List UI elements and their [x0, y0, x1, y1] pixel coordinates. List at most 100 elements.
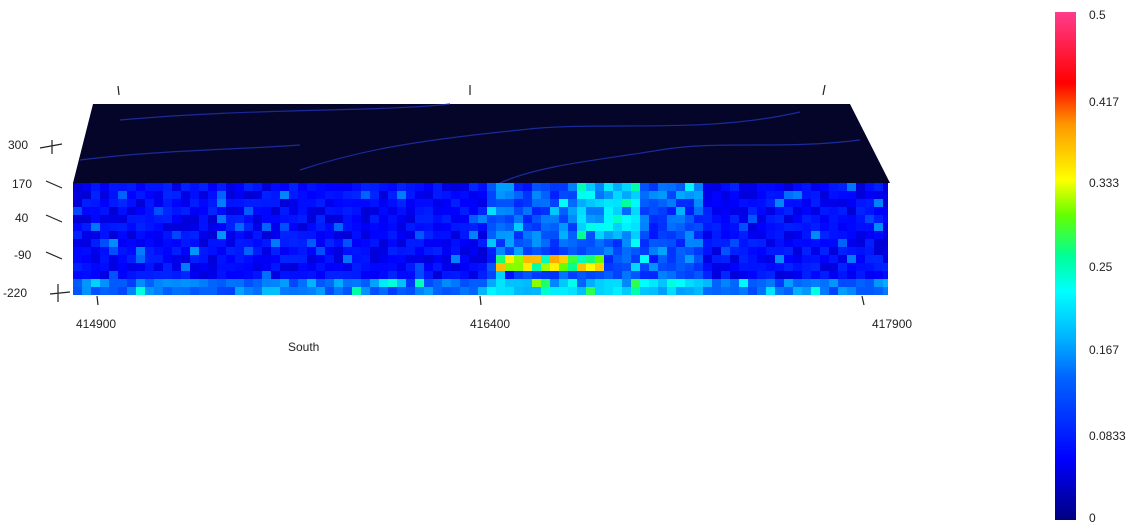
heatmap-cell [622, 271, 632, 280]
heatmap-cell [865, 287, 875, 295]
heatmap-cell [631, 231, 641, 240]
heatmap-cell [82, 247, 92, 256]
heatmap-cell [514, 215, 524, 224]
heatmap-cell [136, 239, 146, 248]
heatmap-cell [334, 223, 344, 232]
heatmap-cell [568, 199, 578, 208]
heatmap-cell [316, 215, 326, 224]
heatmap-cell [874, 247, 884, 256]
heatmap-cell [469, 287, 479, 295]
heatmap-cell [532, 287, 542, 295]
heatmap-cell [712, 191, 722, 200]
heatmap-cell [874, 215, 884, 224]
heatmap-cell [586, 287, 596, 295]
heatmap-cell [271, 247, 281, 256]
heatmap-cell [649, 191, 659, 200]
colorbar-tick-label: 0.333 [1089, 176, 1119, 190]
heatmap-cell [154, 255, 164, 264]
heatmap-cell [127, 183, 137, 192]
heatmap-cell [82, 223, 92, 232]
heatmap-cell [325, 231, 335, 240]
heatmap-cell [307, 223, 317, 232]
heatmap-cell [613, 263, 623, 272]
heatmap-cell [244, 247, 254, 256]
heatmap-cell [838, 239, 848, 248]
heatmap-cell [802, 287, 812, 295]
heatmap-cell [334, 255, 344, 264]
heatmap-cell [550, 255, 560, 264]
heatmap-cell [316, 287, 326, 295]
heatmap-cell [361, 215, 371, 224]
heatmap-cell [748, 255, 758, 264]
heatmap-cell [775, 287, 785, 295]
heatmap-cell [298, 287, 308, 295]
heatmap-cell [784, 271, 794, 280]
heatmap-cell [271, 231, 281, 240]
heatmap-cell [496, 287, 506, 295]
heatmap-cell [541, 239, 551, 248]
heatmap-cell [487, 239, 497, 248]
heatmap-cell [154, 263, 164, 272]
heatmap-cell [406, 263, 416, 272]
heatmap-cell [865, 271, 875, 280]
heatmap-cell [829, 247, 839, 256]
heatmap-cell [532, 263, 542, 272]
heatmap-cell [523, 247, 533, 256]
heatmap-cell [478, 255, 488, 264]
heatmap-cell [847, 191, 857, 200]
heatmap-cell [802, 223, 812, 232]
heatmap-cell [568, 255, 578, 264]
heatmap-cell [640, 215, 650, 224]
z-tick-label: 170 [12, 177, 32, 191]
heatmap-cell [109, 271, 119, 280]
heatmap-cell [766, 247, 776, 256]
heatmap-cell [145, 215, 155, 224]
heatmap-cell [775, 279, 785, 288]
heatmap-cell [613, 247, 623, 256]
heatmap-cell [361, 191, 371, 200]
heatmap-cell [478, 271, 488, 280]
heatmap-cell [442, 231, 452, 240]
colorbar: 0.5 0.417 0.333 0.25 0.167 0.0833 0 [1055, 8, 1126, 525]
heatmap-cell [505, 191, 515, 200]
heatmap-cell [559, 231, 569, 240]
heatmap-cell [379, 279, 389, 288]
heatmap-cell [118, 263, 128, 272]
heatmap-cell [100, 191, 110, 200]
heatmap-cell [352, 207, 362, 216]
heatmap-cell [289, 287, 299, 295]
heatmap-cell [496, 231, 506, 240]
heatmap-cell [424, 183, 434, 192]
heatmap-cell [73, 207, 83, 216]
heatmap-cell [847, 247, 857, 256]
heatmap-cell [136, 223, 146, 232]
x-tick-label: 414900 [76, 317, 116, 331]
heatmap-cell [541, 255, 551, 264]
heatmap-cell [163, 247, 173, 256]
heatmap-cell [712, 215, 722, 224]
heatmap-cell [181, 263, 191, 272]
heatmap-cell [244, 223, 254, 232]
heatmap-cell [496, 215, 506, 224]
heatmap-cell [226, 231, 236, 240]
heatmap-cell [676, 199, 686, 208]
heatmap-cell [289, 207, 299, 216]
heatmap-cell [163, 287, 173, 295]
heatmap-cell [136, 271, 146, 280]
heatmap-cell [793, 239, 803, 248]
heatmap-cell [649, 207, 659, 216]
heatmap-cell [496, 255, 506, 264]
heatmap-cell [370, 287, 380, 295]
heatmap-cell [325, 199, 335, 208]
heatmap-cell [550, 271, 560, 280]
heatmap-cell [343, 215, 353, 224]
heatmap-cell [721, 279, 731, 288]
heatmap-cell [280, 247, 290, 256]
heatmap-cell [586, 223, 596, 232]
heatmap-cell [604, 191, 614, 200]
heatmap-cell [379, 239, 389, 248]
heatmap-cell [883, 215, 888, 224]
heatmap-cell [325, 287, 335, 295]
heatmap-cell [271, 199, 281, 208]
heatmap-cell [262, 263, 272, 272]
